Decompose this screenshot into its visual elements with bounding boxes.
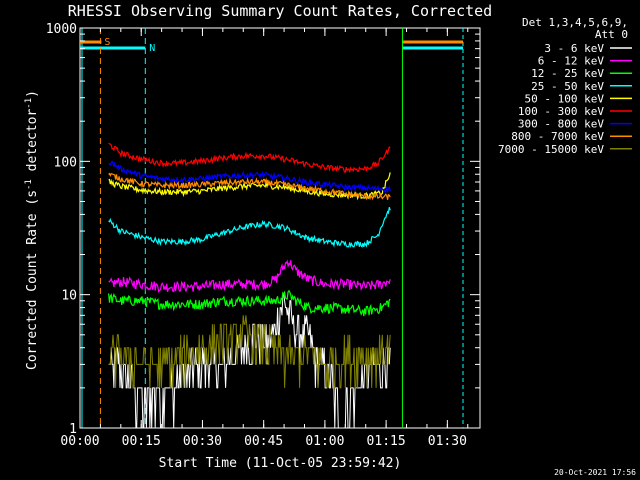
series-line (108, 315, 391, 389)
y-tick-label: 100 (54, 155, 77, 170)
x-tick-label: 00:30 (183, 434, 222, 449)
legend-header-attenuator: Att 0 (595, 28, 628, 41)
generated-timestamp: 20-Oct-2021 17:56 (554, 468, 636, 477)
series-line (108, 259, 391, 293)
marker-label-n: N (149, 43, 155, 54)
legend-item: 3 - 6 keV (544, 42, 632, 55)
legend-item: 100 - 300 keV (518, 105, 632, 118)
marker-label-s: S (104, 37, 110, 48)
y-axis-ticks: 1 10 100 1000 (46, 22, 480, 437)
y-tick-label: 1 (69, 422, 77, 437)
legend-header-detectors: Det 1,3,4,5,6,9, (522, 16, 628, 29)
series-line (108, 160, 391, 194)
y-axis-title: Corrected Count Rate (s-1 detector-1) (24, 90, 40, 370)
legend-item: 800 - 7000 keV (511, 130, 632, 143)
x-axis-title: Start Time (11-Oct-05 23:59:42) (159, 456, 402, 471)
legend-label: 300 - 800 keV (518, 118, 604, 131)
x-tick-label: 00:15 (122, 434, 161, 449)
series-800-7000-kev (108, 172, 391, 201)
series-6-12-kev (108, 259, 391, 293)
legend-label: 800 - 7000 keV (511, 130, 604, 143)
series-line (108, 142, 391, 173)
y-tick-label: 1000 (46, 22, 77, 37)
series-100-300-kev (108, 142, 391, 173)
legend-label: 25 - 50 keV (531, 80, 604, 93)
legend-item: 300 - 800 keV (518, 118, 632, 131)
x-tick-label: 01:00 (305, 434, 344, 449)
series-25-50-kev (108, 207, 391, 248)
legend-label: 50 - 100 keV (525, 92, 605, 105)
legend-item: 7000 - 15000 keV (498, 143, 632, 156)
series-12-25-kev (108, 289, 391, 317)
x-tick-label: 00:45 (244, 434, 283, 449)
series-layer (108, 142, 391, 429)
plot-border (79, 27, 481, 429)
legend-label: 100 - 300 keV (518, 105, 604, 118)
legend-label: 7000 - 15000 keV (498, 143, 604, 156)
legend-item: 6 - 12 keV (538, 55, 632, 68)
series-line (108, 172, 391, 201)
series-300-800-kev (108, 160, 391, 194)
legend-item: 50 - 100 keV (525, 92, 632, 105)
x-tick-label: 00:00 (60, 434, 99, 449)
legend-item: 25 - 50 keV (531, 80, 632, 93)
y-tick-label: 10 (61, 289, 77, 304)
legend-label: 12 - 25 keV (531, 67, 604, 80)
x-tick-label: 01:15 (367, 434, 406, 449)
series-line (108, 207, 391, 248)
series-line (108, 289, 391, 317)
x-tick-label: 01:30 (428, 434, 467, 449)
series-line (108, 294, 391, 429)
series-7000-15000-kev (108, 315, 391, 389)
legend-label: 6 - 12 keV (538, 55, 605, 68)
chart-title: RHESSI Observing Summary Count Rates, Co… (68, 2, 492, 20)
plot-frame (79, 27, 481, 429)
x-axis-ticks: 00:00 00:15 00:30 00:45 01:00 01:15 01:30 (60, 28, 469, 449)
legend-item: 12 - 25 keV (531, 67, 632, 80)
legend-label: 3 - 6 keV (544, 42, 604, 55)
